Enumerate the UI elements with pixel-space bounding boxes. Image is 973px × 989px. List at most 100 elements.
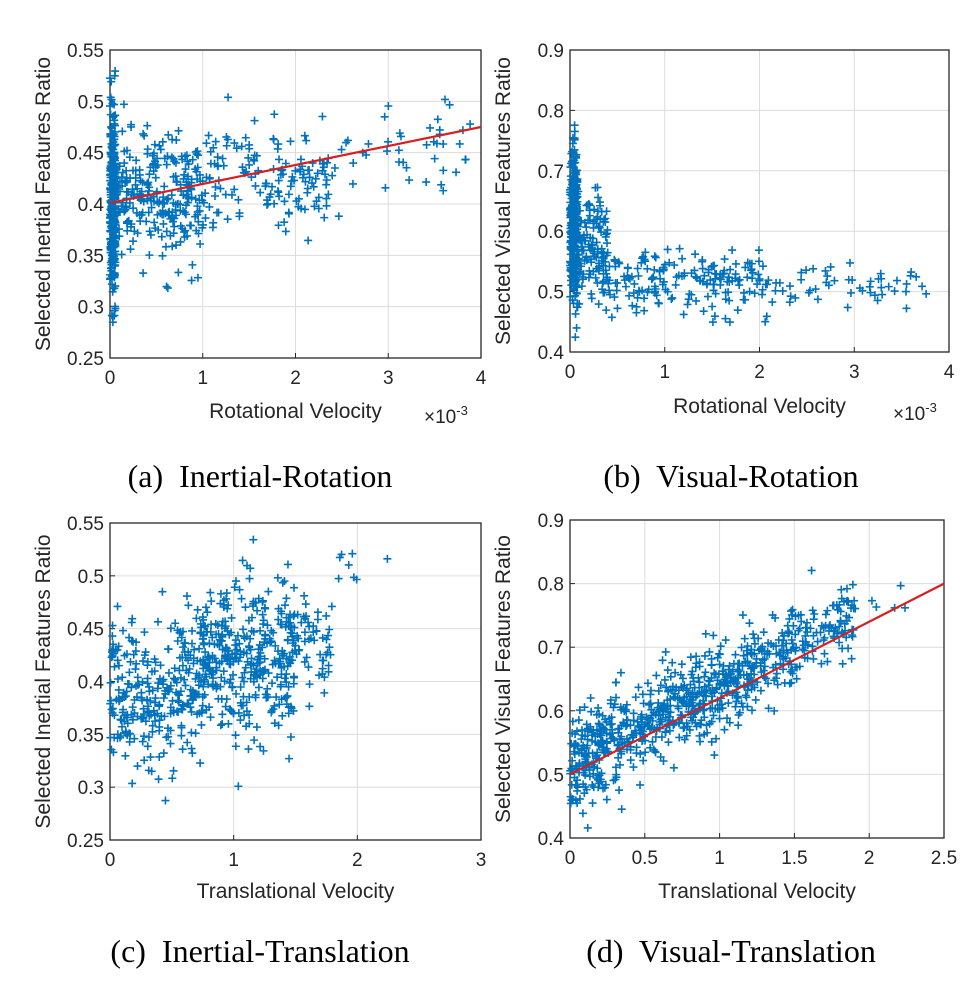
scatter-point: [455, 139, 464, 148]
scatter-point: [731, 270, 740, 279]
scatter-point: [639, 252, 648, 261]
scatter-point: [785, 282, 794, 291]
scatter-point: [114, 694, 123, 703]
scatter-point: [115, 695, 124, 704]
scatter-point: [804, 288, 813, 297]
scatter-point: [380, 112, 389, 121]
scatter-point: [405, 176, 414, 185]
scatter-point: [172, 241, 181, 250]
scatter-point: [289, 672, 298, 681]
scatter-point: [241, 603, 250, 612]
scatter-point: [642, 713, 651, 722]
scatter-point: [143, 695, 152, 704]
scatter-point: [283, 691, 292, 700]
scatter-point: [745, 619, 754, 628]
scatter-point: [250, 736, 259, 745]
scatter-point: [214, 162, 223, 171]
scatter-point: [148, 151, 157, 160]
scatter-point: [164, 130, 173, 139]
scatter-point: [133, 673, 142, 682]
scatter-point: [625, 291, 634, 300]
scatter-point: [198, 701, 207, 710]
scatter-point: [801, 623, 810, 632]
scatter-point: [241, 663, 250, 672]
scatter-point: [325, 643, 334, 652]
scatter-point: [246, 564, 255, 573]
scatter-point: [697, 688, 706, 697]
scatter-point: [323, 631, 332, 640]
scatter-point: [348, 549, 357, 558]
scatter-point: [110, 111, 119, 120]
scatter-point: [203, 608, 212, 617]
scatter-point: [235, 639, 244, 648]
scatter-point: [617, 805, 626, 814]
scatter-point: [759, 628, 768, 637]
scatter-point: [198, 613, 207, 622]
scatter-point: [590, 205, 599, 214]
scatter-point: [707, 654, 716, 663]
scatter-point: [268, 660, 277, 669]
scatter-point: [320, 213, 329, 222]
scatter-point: [281, 601, 290, 610]
scatter-point: [144, 682, 153, 691]
scatter-point: [138, 737, 147, 746]
scatter-point: [654, 686, 663, 695]
scatter-point: [139, 269, 148, 278]
scatter-point: [614, 725, 623, 734]
scatter-point: [283, 636, 292, 645]
scatter-point: [263, 684, 272, 693]
scatter-point: [615, 786, 624, 795]
scatter-point: [430, 154, 439, 163]
scatter-point: [238, 163, 247, 172]
scatter-point: [703, 728, 712, 737]
y-tick-label: 0.4: [78, 673, 105, 694]
scatter-point: [150, 667, 159, 676]
scatter-point: [755, 275, 764, 284]
scatter-point: [121, 176, 130, 185]
scatter-point: [253, 606, 262, 615]
scatter-point: [162, 733, 171, 742]
scatter-point: [294, 634, 303, 643]
scatter-point: [273, 573, 282, 582]
scatter-point: [158, 677, 167, 686]
scatter-point: [107, 705, 116, 714]
scatter-point: [239, 677, 248, 686]
scatter-point: [201, 658, 210, 667]
scatter-point: [300, 205, 309, 214]
scatter-point: [574, 716, 583, 725]
scatter-point: [302, 653, 311, 662]
scatter-point: [225, 659, 234, 668]
scatter-point: [737, 643, 746, 652]
scatter-point: [578, 246, 587, 255]
scatter-point: [466, 120, 475, 129]
scatter-point: [108, 632, 117, 641]
scatter-point: [786, 667, 795, 676]
scatter-point: [791, 293, 800, 302]
scatter-point: [284, 682, 293, 691]
scatter-point: [212, 658, 221, 667]
scatter-point: [639, 699, 648, 708]
scatter-point: [108, 229, 117, 238]
scatter-point: [613, 741, 622, 750]
scatter-point: [173, 199, 182, 208]
scatter-point: [167, 153, 176, 162]
scatter-point: [654, 711, 663, 720]
scatter-point: [117, 250, 126, 259]
scatter-point: [395, 129, 404, 138]
scatter-point: [176, 221, 185, 230]
scatter-point: [334, 212, 343, 221]
scatter-point: [195, 644, 204, 653]
scatter-point: [201, 189, 210, 198]
scatter-point: [762, 312, 771, 321]
scatter-point: [622, 734, 631, 743]
scatter-point: [589, 769, 598, 778]
scatter-point: [847, 654, 856, 663]
scatter-point: [110, 662, 119, 671]
scatter-point: [787, 607, 796, 616]
scatter-point: [251, 671, 260, 680]
scatter-point: [782, 646, 791, 655]
panel-visual-rotation: 0 1 2 3 4 0.4 0.5 0.6 0.7 0.8 0.9 Selected Visual …: [492, 41, 955, 494]
scatter-point: [722, 671, 731, 680]
scatter-point: [809, 615, 818, 624]
scatter-point: [114, 661, 123, 670]
